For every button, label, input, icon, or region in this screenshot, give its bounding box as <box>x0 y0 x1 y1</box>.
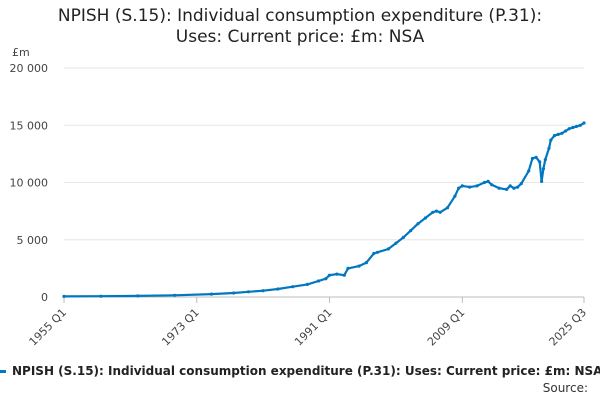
data-point[interactable] <box>434 209 439 213</box>
data-point[interactable] <box>567 127 571 131</box>
data-point[interactable] <box>582 121 586 125</box>
data-point[interactable] <box>468 185 472 189</box>
data-point[interactable] <box>575 124 579 128</box>
data-point[interactable] <box>335 272 339 276</box>
series-group <box>62 121 586 298</box>
data-point[interactable] <box>564 129 568 133</box>
chart-title-line-2: Uses: Current price: £m: NSA <box>175 27 425 47</box>
data-point[interactable] <box>475 184 479 188</box>
x-tick-label: 1991 Q1 <box>292 306 335 349</box>
data-point[interactable] <box>232 291 236 295</box>
data-point[interactable] <box>519 182 523 186</box>
data-point[interactable] <box>291 285 295 289</box>
data-point[interactable] <box>457 186 461 190</box>
data-point[interactable] <box>99 294 103 298</box>
data-point[interactable] <box>324 277 328 281</box>
data-point[interactable] <box>490 183 494 187</box>
data-point[interactable] <box>512 186 516 190</box>
data-point[interactable] <box>530 156 535 161</box>
data-point[interactable] <box>386 247 391 251</box>
data-point[interactable] <box>571 125 575 130</box>
y-tick-label: 5 000 <box>17 234 49 247</box>
data-point[interactable] <box>438 210 442 214</box>
data-point[interactable] <box>372 251 376 256</box>
data-point[interactable] <box>560 131 564 135</box>
source-label: Source: <box>542 381 588 395</box>
legend: NPISH (S.15): Individual consumption exp… <box>0 364 600 378</box>
data-point[interactable] <box>453 194 457 198</box>
y-axis: £m 0 5 000 10 000 15 000 20 000 <box>10 46 49 304</box>
data-point[interactable] <box>482 180 486 185</box>
y-tick-label: 15 000 <box>10 119 49 132</box>
y-axis-unit-label: £m <box>12 46 30 59</box>
grid <box>64 67 584 298</box>
y-tick-label: 10 000 <box>10 177 49 190</box>
data-point[interactable] <box>578 123 582 127</box>
data-point[interactable] <box>401 235 405 240</box>
data-point[interactable] <box>541 167 546 171</box>
series-line <box>62 121 586 298</box>
data-point[interactable] <box>543 158 547 162</box>
chart-title-line-1: NPISH (S.15): Individual consumption exp… <box>57 6 543 26</box>
data-point[interactable] <box>276 287 280 291</box>
data-point[interactable] <box>497 186 501 190</box>
data-point[interactable] <box>460 184 464 188</box>
data-point[interactable] <box>409 229 413 233</box>
data-point[interactable] <box>445 206 450 210</box>
data-point[interactable] <box>416 222 420 226</box>
data-point[interactable] <box>540 179 544 183</box>
legend-swatch <box>0 370 6 373</box>
data-point[interactable] <box>538 160 542 164</box>
data-point[interactable] <box>246 290 250 294</box>
data-point[interactable] <box>62 294 66 298</box>
data-point[interactable] <box>549 138 553 142</box>
data-point[interactable] <box>552 134 557 138</box>
data-point[interactable] <box>327 273 332 277</box>
y-tick-label: 20 000 <box>10 62 49 75</box>
data-point[interactable] <box>547 146 551 150</box>
data-point[interactable] <box>364 261 368 265</box>
data-point[interactable] <box>346 266 350 270</box>
data-point[interactable] <box>305 282 309 286</box>
x-axis: 1955 Q1 1973 Q1 1991 Q1 2009 Q1 2025 Q3 <box>27 297 590 349</box>
x-tick-label: 2009 Q1 <box>425 306 468 349</box>
data-point[interactable] <box>486 179 490 183</box>
data-point[interactable] <box>173 293 177 297</box>
data-point[interactable] <box>136 294 140 298</box>
data-point[interactable] <box>342 273 346 277</box>
legend-label: NPISH (S.15): Individual consumption exp… <box>12 364 600 378</box>
data-point[interactable] <box>527 169 531 173</box>
data-point[interactable] <box>423 216 427 220</box>
y-tick-label: 0 <box>41 291 48 304</box>
chart-title: NPISH (S.15): Individual consumption exp… <box>0 6 600 48</box>
data-point[interactable] <box>431 210 435 214</box>
x-tick-label: 1973 Q1 <box>159 306 202 349</box>
data-point[interactable] <box>534 155 538 159</box>
data-point[interactable] <box>209 292 214 296</box>
data-point[interactable] <box>505 187 509 191</box>
x-tick-label: 2025 Q3 <box>547 306 590 349</box>
data-point[interactable] <box>261 289 265 293</box>
x-tick-label: 1955 Q1 <box>27 306 70 349</box>
data-point[interactable] <box>508 184 512 188</box>
data-point[interactable] <box>556 132 560 136</box>
data-point[interactable] <box>375 250 380 254</box>
data-point[interactable] <box>316 279 321 283</box>
data-point[interactable] <box>394 241 398 245</box>
data-point[interactable] <box>357 264 361 268</box>
data-point[interactable] <box>516 185 520 189</box>
